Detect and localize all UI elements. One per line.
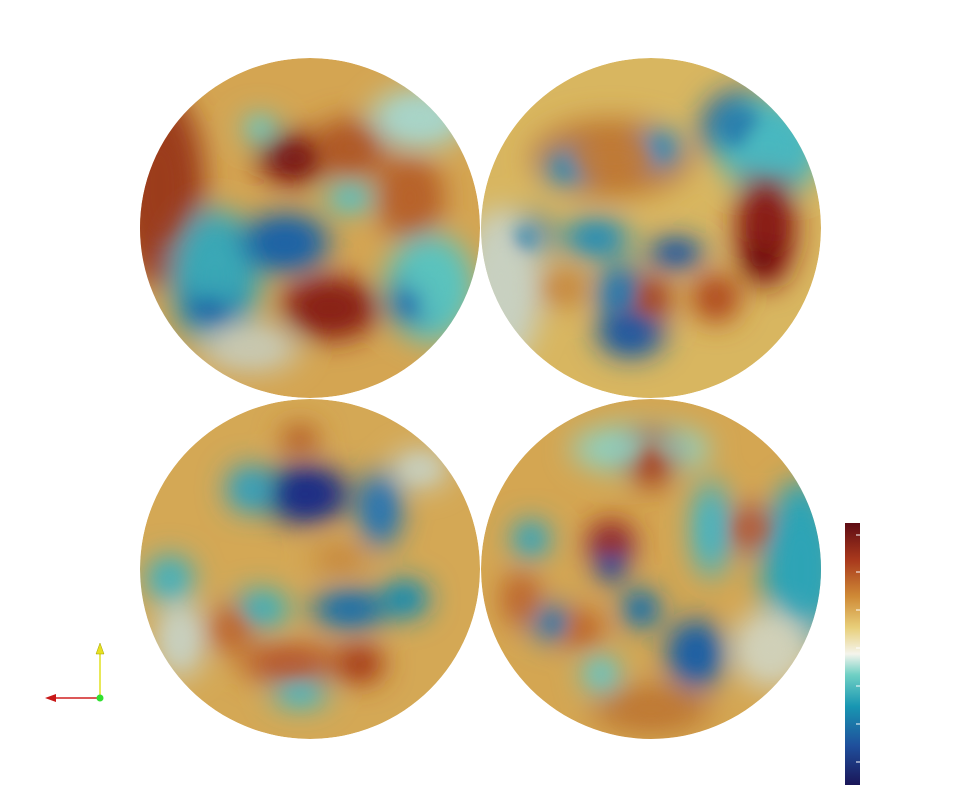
field-core — [701, 504, 721, 554]
field-core — [638, 444, 664, 474]
field-core — [251, 121, 269, 135]
field-core — [511, 584, 531, 614]
field-core — [395, 103, 445, 133]
field-core — [578, 228, 614, 248]
field-core — [513, 225, 539, 251]
field-core — [651, 138, 671, 158]
field-core — [305, 292, 355, 324]
disk-field — [145, 424, 450, 708]
field-core — [167, 619, 193, 659]
field-core — [392, 175, 428, 221]
field-core — [140, 138, 183, 238]
axis-z — [96, 694, 104, 702]
field-core — [217, 616, 243, 642]
disks — [140, 58, 821, 739]
disk-field-core — [481, 109, 796, 346]
color-bar-ticks — [856, 534, 860, 763]
axis-y-head — [95, 642, 105, 655]
field-core — [405, 459, 435, 479]
field-core — [568, 619, 594, 639]
field-core — [781, 524, 821, 614]
disk — [481, 399, 821, 739]
field-core — [157, 566, 183, 592]
field-core — [746, 123, 796, 173]
field-core — [481, 248, 521, 328]
field-core — [751, 248, 771, 268]
field-core — [733, 516, 769, 542]
field-core — [613, 320, 649, 346]
disk-field-core — [157, 431, 435, 701]
field-core — [330, 599, 370, 619]
field-core — [337, 190, 363, 206]
field-core — [546, 278, 576, 298]
field-core — [751, 629, 791, 669]
field-core — [571, 138, 651, 178]
disk-field-core — [511, 436, 821, 722]
field-core — [392, 589, 418, 609]
field-core — [285, 687, 315, 701]
field-core — [262, 228, 308, 258]
field-core — [282, 479, 328, 509]
field-core — [751, 198, 781, 258]
disk — [140, 58, 480, 398]
field-core — [276, 145, 314, 171]
field-core — [703, 285, 729, 311]
field-core — [543, 614, 569, 634]
disk — [140, 399, 480, 739]
field-core — [195, 298, 225, 318]
field-core — [555, 159, 577, 177]
field-core — [265, 654, 315, 674]
field-core — [237, 476, 263, 502]
field-core — [608, 278, 634, 308]
field-core — [369, 489, 391, 529]
field-core — [631, 599, 651, 619]
field-core — [621, 696, 681, 722]
field-core — [661, 245, 691, 261]
field-core — [330, 133, 370, 163]
field-core — [681, 636, 711, 672]
axis-x-head — [45, 694, 56, 702]
field-core — [290, 431, 310, 447]
field-core — [598, 531, 624, 557]
field-core — [192, 243, 238, 313]
disk — [481, 58, 821, 398]
field-core — [325, 551, 355, 567]
color-bar — [845, 523, 860, 785]
field-core — [640, 287, 662, 309]
color-bar-gradient — [845, 523, 860, 785]
field-core — [245, 599, 275, 619]
field-core — [603, 554, 619, 574]
field-core — [347, 654, 373, 674]
field-core — [225, 335, 275, 361]
orientation-axes — [45, 642, 105, 702]
field-core — [400, 292, 420, 314]
field-core — [591, 664, 611, 684]
field-core — [521, 529, 541, 549]
